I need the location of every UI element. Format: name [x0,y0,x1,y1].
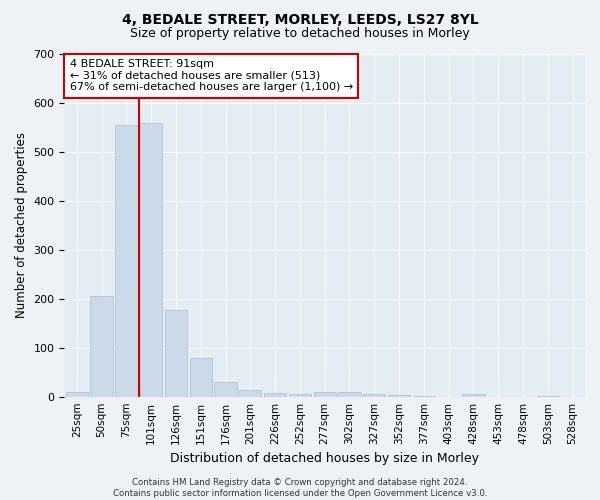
Bar [289,394,311,396]
Bar [115,125,137,396]
Bar [140,122,163,396]
Bar [165,310,187,396]
Bar [239,390,262,396]
X-axis label: Distribution of detached houses by size in Morley: Distribution of detached houses by size … [170,452,479,465]
Bar [314,392,336,396]
Bar [264,393,286,396]
Text: 4, BEDALE STREET, MORLEY, LEEDS, LS27 8YL: 4, BEDALE STREET, MORLEY, LEEDS, LS27 8Y… [122,12,478,26]
Bar [338,392,361,396]
Bar [91,296,113,396]
Bar [190,358,212,397]
Bar [388,395,410,396]
Text: Contains HM Land Registry data © Crown copyright and database right 2024.
Contai: Contains HM Land Registry data © Crown c… [113,478,487,498]
Y-axis label: Number of detached properties: Number of detached properties [15,132,28,318]
Text: 4 BEDALE STREET: 91sqm
← 31% of detached houses are smaller (513)
67% of semi-de: 4 BEDALE STREET: 91sqm ← 31% of detached… [70,59,353,92]
Bar [363,394,385,396]
Bar [462,394,485,396]
Bar [65,392,88,396]
Bar [214,382,236,396]
Text: Size of property relative to detached houses in Morley: Size of property relative to detached ho… [130,28,470,40]
